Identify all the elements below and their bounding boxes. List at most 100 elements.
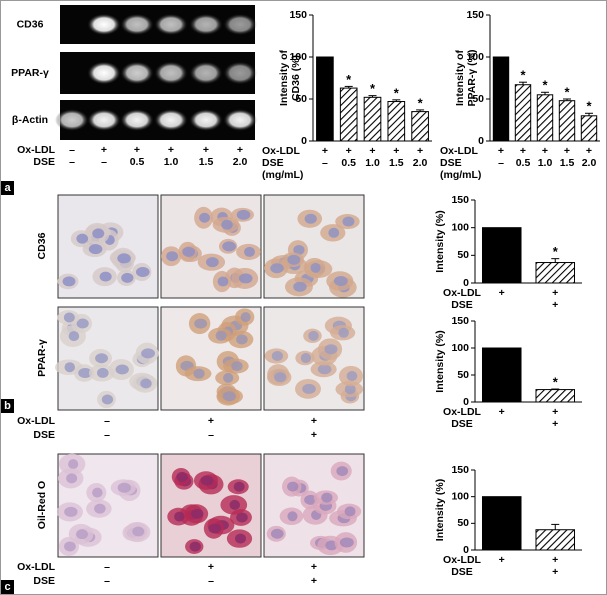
x-row-value: +: [586, 145, 592, 157]
nucleus: [274, 372, 287, 383]
x-row-value: +: [542, 145, 548, 157]
x-row-label: (mg/mL): [440, 169, 481, 181]
nucleus: [333, 275, 348, 286]
significance: *: [542, 78, 548, 93]
nucleus: [182, 246, 196, 257]
y-tick-label: 0: [301, 135, 307, 147]
x-row-label: Ox-LDL: [440, 145, 479, 157]
gel-band: [55, 108, 89, 132]
gel-band: [189, 13, 223, 36]
x-row-value: +: [499, 406, 505, 418]
bar: [492, 56, 510, 142]
nucleus: [117, 482, 132, 493]
nucleus: [115, 364, 129, 375]
nucleus: [240, 312, 251, 323]
x-row-value: +: [346, 145, 352, 157]
bar: [481, 496, 522, 551]
bar: [339, 87, 358, 142]
gel-band: [120, 108, 154, 132]
bar: [580, 115, 598, 142]
y-tick-label: 50: [457, 369, 469, 381]
bar: [481, 227, 522, 284]
x-row-label: Ox-LDL: [443, 554, 482, 566]
gel-band: [120, 13, 154, 36]
gel-band: [154, 61, 188, 85]
nucleus: [64, 541, 76, 552]
nucleus: [68, 459, 79, 470]
y-tick-label: 0: [463, 544, 469, 556]
significance: *: [553, 244, 559, 259]
nucleus: [236, 209, 251, 220]
nucleus: [64, 506, 78, 517]
row-value: –: [208, 429, 214, 441]
panel-letter: c: [4, 581, 10, 593]
bar: [514, 84, 532, 142]
significance: *: [520, 68, 526, 83]
significance: *: [553, 374, 559, 389]
row-value: –: [208, 575, 214, 587]
x-row-value: +: [552, 554, 558, 566]
gel-band: [154, 13, 188, 36]
panel-letter-box: [1, 181, 14, 195]
nucleus: [222, 391, 236, 402]
nucleus: [193, 368, 205, 379]
x-row-label: Ox-LDL: [443, 287, 482, 299]
gel-band: [87, 13, 121, 36]
row-value: 0.5: [130, 156, 145, 168]
nucleus: [344, 384, 356, 395]
nucleus: [141, 348, 156, 359]
y-axis-label: Intensity (%): [434, 479, 446, 541]
row-value: +: [311, 429, 317, 441]
nucleus: [94, 503, 106, 514]
nucleus: [308, 330, 319, 341]
nucleus: [238, 273, 253, 284]
nucleus: [76, 233, 89, 244]
nucleus: [342, 216, 355, 227]
y-axis-label: CD36 (%): [290, 55, 302, 101]
nucleus: [236, 512, 248, 523]
x-row-value: 0.5: [516, 157, 531, 169]
nucleus: [287, 481, 299, 492]
gel-band: [87, 61, 121, 85]
x-row-label: Ox-LDL: [262, 145, 301, 157]
nucleus: [96, 367, 109, 378]
y-tick-label: 100: [289, 51, 307, 63]
row-value: +: [203, 144, 209, 156]
panel-letter-box: [1, 399, 14, 413]
nucleus: [199, 212, 210, 223]
x-row-value: 2.0: [413, 157, 428, 169]
x-row-value: +: [552, 406, 558, 418]
nucleus: [135, 267, 150, 278]
nucleus: [217, 276, 229, 287]
nucleus: [300, 353, 312, 364]
nucleus: [76, 318, 89, 329]
x-row-value: +: [552, 287, 558, 299]
y-axis-label: Intensity of: [454, 50, 466, 107]
nucleus: [338, 327, 349, 338]
nucleus: [166, 251, 179, 262]
y-tick-label: 100: [451, 490, 469, 502]
x-row-value: +: [417, 145, 423, 157]
y-tick-label: 50: [457, 517, 469, 529]
bar: [363, 96, 382, 142]
significance: *: [346, 72, 352, 87]
nucleus: [99, 271, 112, 282]
nucleus: [205, 257, 219, 268]
y-tick-label: 0: [463, 277, 469, 289]
x-row-value: 1.0: [538, 157, 553, 169]
x-row-value: 0.5: [341, 157, 356, 169]
nucleus: [95, 353, 109, 364]
gel-band: [223, 13, 257, 36]
x-row-value: +: [498, 145, 504, 157]
row-value: 2.0: [233, 156, 248, 168]
nucleus: [321, 492, 333, 503]
bar: [558, 100, 576, 142]
y-tick-label: 100: [451, 221, 469, 233]
nucleus: [339, 537, 354, 548]
nucleus: [200, 475, 214, 486]
row-value: +: [311, 415, 317, 427]
x-row-label: Ox-LDL: [443, 406, 482, 418]
nucleus: [132, 526, 145, 537]
y-tick-label: 150: [451, 194, 469, 206]
gel-band: [154, 108, 188, 132]
